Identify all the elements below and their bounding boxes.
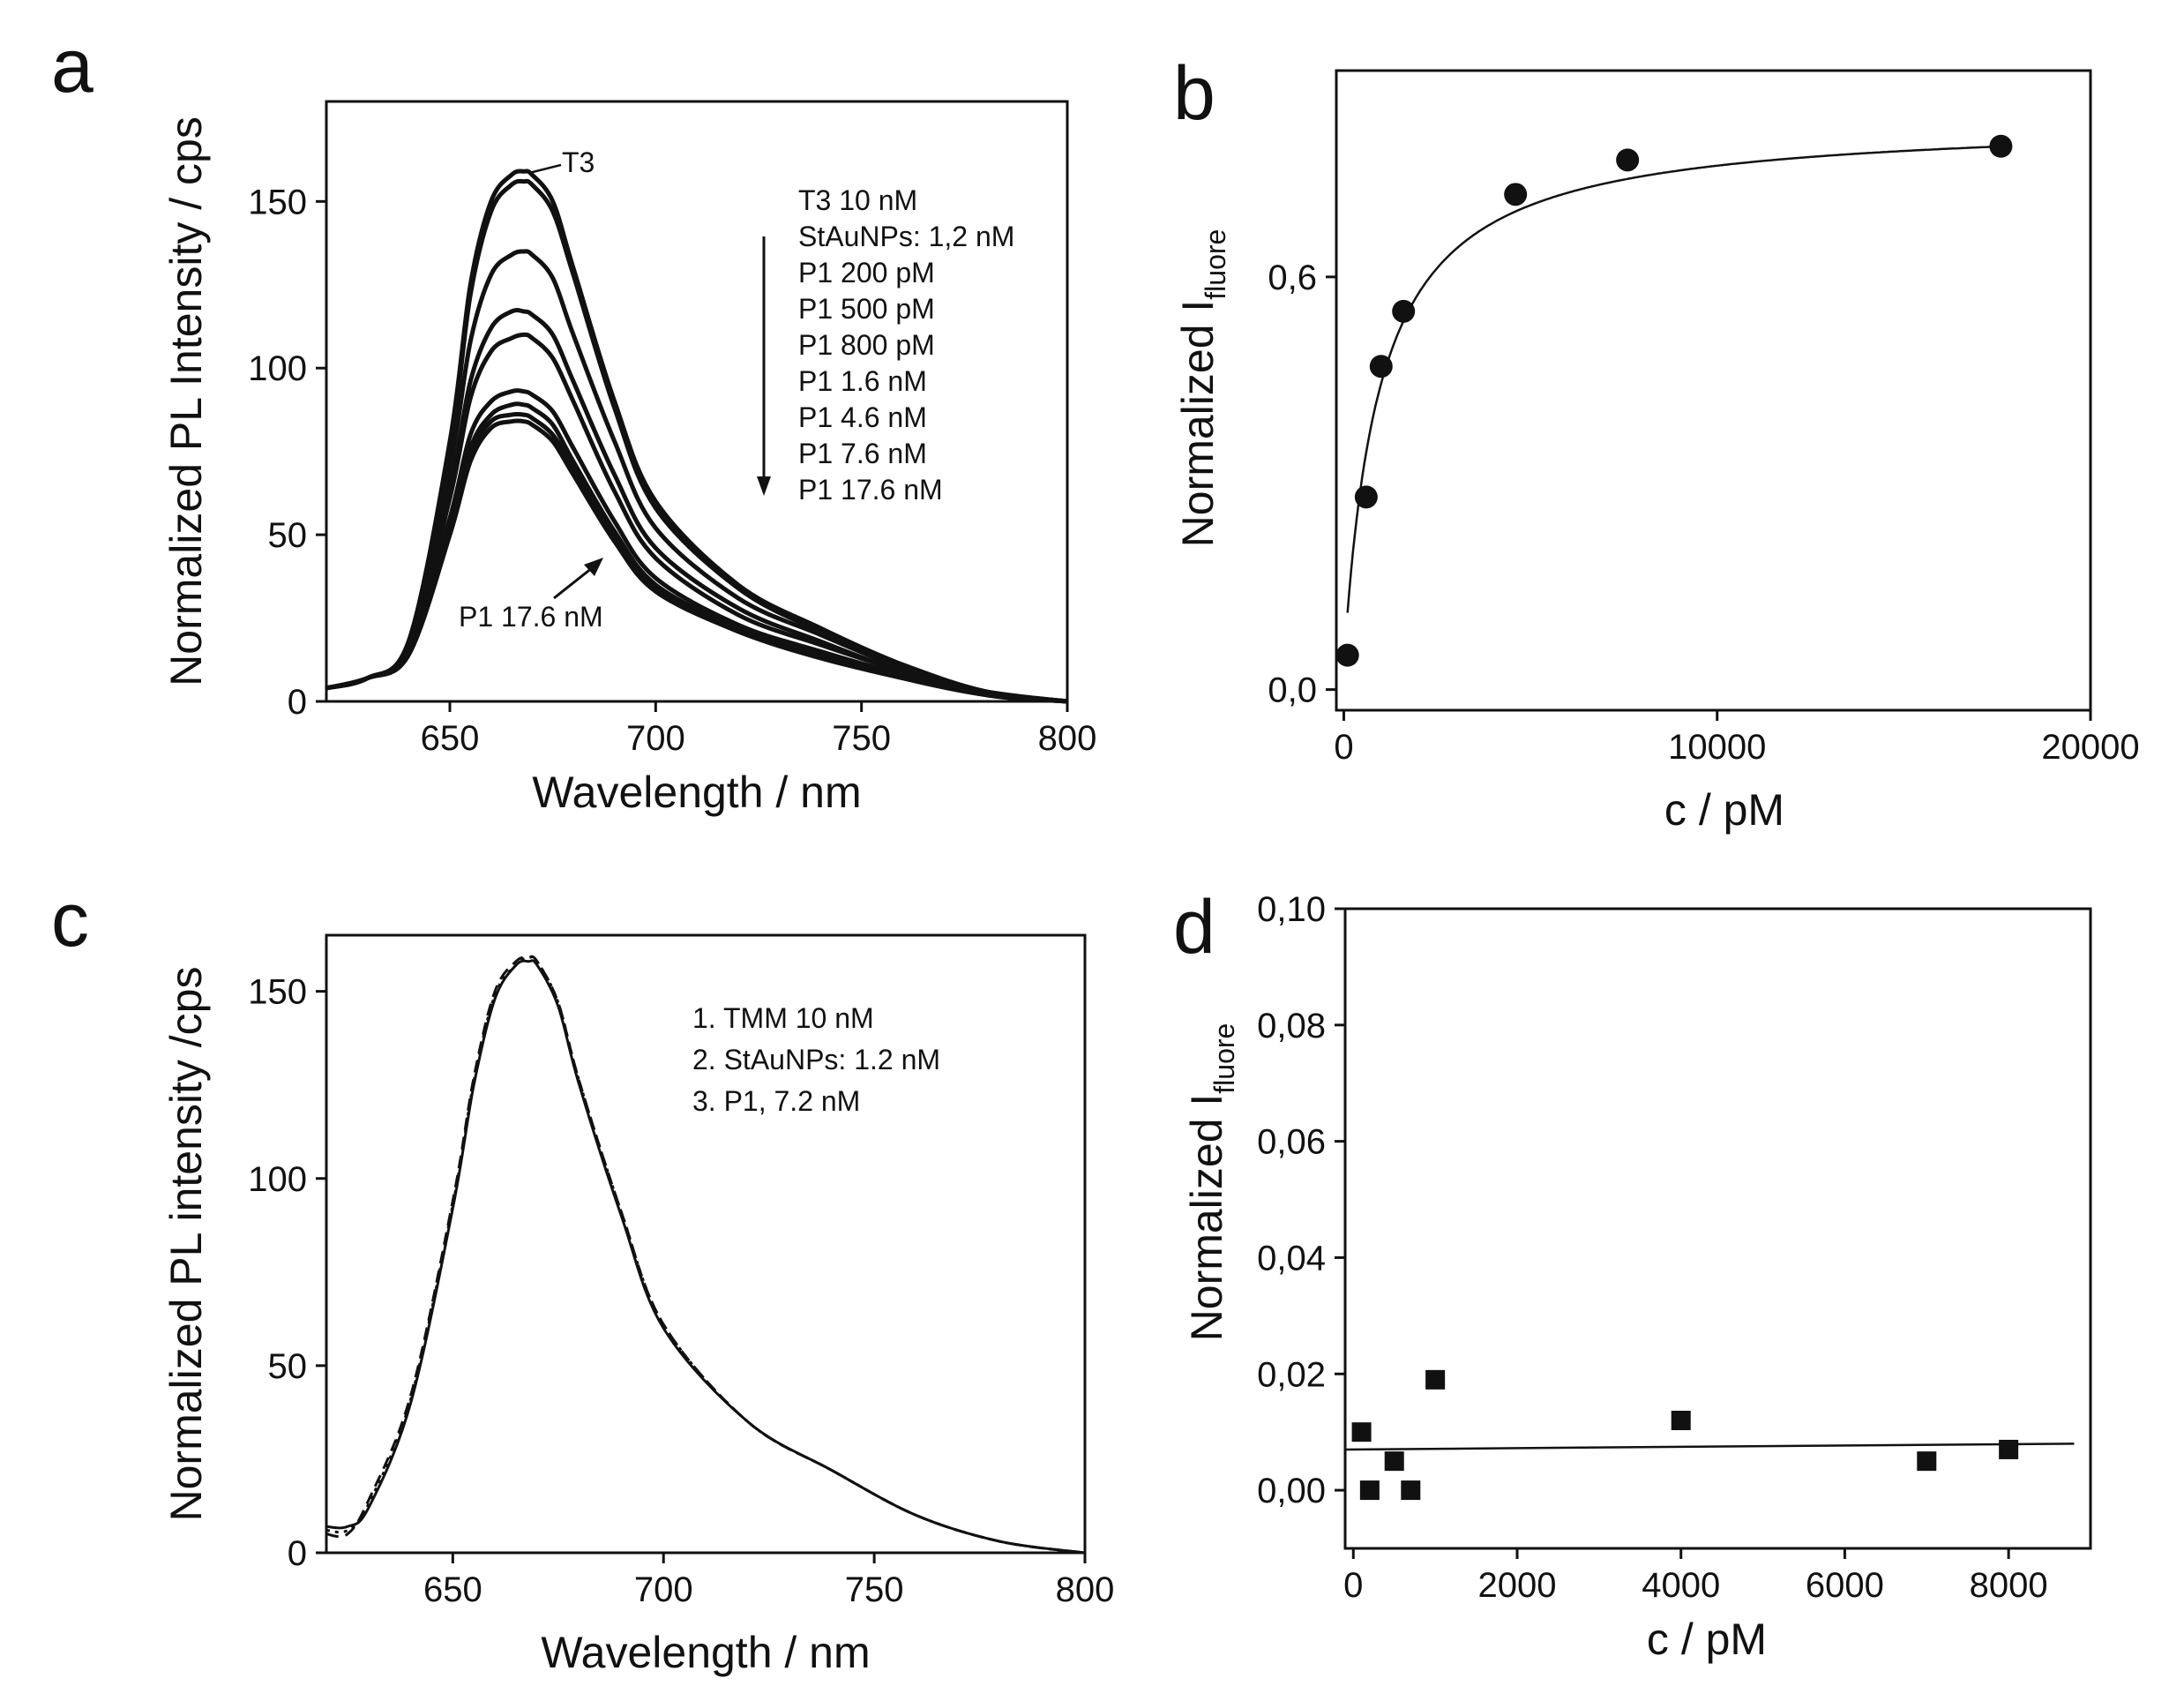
panel-d-xlabel: c / pM [1647, 1615, 1767, 1664]
panel-c-ylabel: Normalized PL intensity /cps [161, 967, 211, 1522]
panel-c-ytick-label: 100 [248, 1160, 307, 1199]
panel-c-letter: c [51, 878, 89, 963]
panel-d-xtick-label: 8000 [1970, 1566, 2048, 1605]
panel-b-fit-curve [1346, 145, 2001, 613]
panel-a-legend-entry: P1 17.6 nM [798, 474, 943, 506]
panel-a-ytick-label: 150 [248, 183, 307, 221]
panel-a-xtick-label: 650 [421, 719, 480, 758]
panel-d-ylabel-sub: fluore [1208, 1023, 1240, 1094]
panel-d-ytick-label: 0,08 [1257, 1007, 1326, 1045]
panel-c-xtick-label: 750 [845, 1570, 904, 1609]
panel-b-xlabel: c / pM [1664, 785, 1784, 835]
panel-c-legend-entry: 1. TMM 10 nM [692, 1002, 874, 1034]
panel-b: b 0 10000 20000 0,0 0,6 c / pM Normalized If… [1173, 51, 2140, 835]
panel-a-ytick-label: 50 [268, 516, 308, 555]
panel-b-ylabel-sub: fluore [1200, 229, 1231, 300]
panel-d-data-point [1671, 1411, 1691, 1430]
panel-d-ylabel: Normalized Ifluore [1182, 1023, 1240, 1342]
panel-c-xlabel: Wavelength / nm [541, 1628, 870, 1677]
panel-a-legend-arrowhead [757, 476, 771, 496]
panel-b-plot-frame [1335, 69, 2092, 712]
panel-a-ytick-label: 100 [248, 349, 307, 388]
panel-d-fit-line [1344, 1442, 2075, 1451]
panel-a-legend-entry: P1 7.6 nM [798, 438, 927, 469]
panel-d: d 0 2000 4000 6000 8000 0,00 0,02 0,04 0,06 0,08 0… [1173, 885, 2092, 1664]
panel-b-xtick-label: 20000 [2041, 728, 2139, 767]
panel-a-legend-entry: P1 1.6 nM [798, 365, 927, 397]
panel-a-plot-frame [325, 100, 1069, 703]
panel-b-ytick-label: 0,6 [1268, 259, 1317, 297]
panel-a-legend-entry: StAuNPs: 1,2 nM [798, 221, 1014, 252]
panel-c-legend-entry: 2. StAuNPs: 1.2 nM [692, 1044, 940, 1075]
panel-a-xtick-label: 700 [626, 719, 685, 758]
panel-a-legend-entry: P1 500 pM [798, 293, 935, 325]
panel-c-ytick-label: 50 [268, 1347, 308, 1386]
panel-d-xtick-label: 6000 [1806, 1566, 1884, 1605]
panel-b-ylabel: Normalized Ifluore [1173, 229, 1231, 548]
panel-b-data-point [1354, 485, 1378, 509]
panel-b-xtick-label: 10000 [1668, 728, 1766, 767]
panel-a-letter: a [51, 24, 93, 109]
panel-a-xlabel: Wavelength / nm [532, 768, 861, 817]
panel-c-plot-frame [325, 933, 1087, 1555]
panel-a-series-line-2 [325, 178, 1068, 704]
panel-b-data-point [1616, 148, 1640, 172]
panel-d-plot-frame [1343, 907, 2092, 1550]
panel-c-ytick-label: 0 [288, 1534, 307, 1573]
panel-b-data-point [1504, 183, 1528, 206]
panel-b-ylabel-main: Normalized I [1173, 300, 1223, 548]
panel-b-ytick-label: 0,0 [1268, 671, 1317, 710]
panel-d-ytick-label: 0,06 [1257, 1123, 1326, 1162]
panel-d-data-point [1384, 1451, 1404, 1472]
panel-d-data-point [1999, 1439, 2019, 1459]
panel-d-data-point [1359, 1480, 1380, 1501]
panel-d-letter: d [1173, 885, 1215, 970]
panel-a-legend-entry: P1 800 pM [798, 329, 935, 361]
panel-c-series-line-2 [325, 955, 1086, 1555]
panel-c-legend-entry: 3. P1, 7.2 nM [692, 1085, 860, 1117]
panel-a-series-line-3 [325, 249, 1068, 704]
panel-a-legend-entry: P1 200 pM [798, 257, 935, 288]
panel-c-legend: 1. TMM 10 nM 2. StAuNPs: 1.2 nM 3. P1, 7… [692, 1002, 940, 1117]
panel-b-xtick-label: 0 [1334, 728, 1353, 767]
panel-d-data-point [1401, 1480, 1421, 1501]
panel-d-data-point [1425, 1369, 1446, 1390]
panel-c-ytick-label: 150 [248, 973, 307, 1012]
panel-a-annotation-p1: P1 17.6 nM [459, 601, 603, 633]
panel-d-ytick-label: 0,00 [1257, 1472, 1326, 1510]
panel-a-annotation-p1-arrowhead [584, 558, 603, 576]
panel-a-series-line-9 [325, 418, 1068, 704]
panel-a-series-line-5 [325, 332, 1068, 704]
panel-b-letter: b [1173, 51, 1215, 136]
panel-d-xtick-label: 4000 [1642, 1566, 1720, 1605]
panel-a-xtick-label: 800 [1038, 719, 1097, 758]
panel-c-xtick-label: 650 [423, 1570, 482, 1609]
panel-c-xtick-label: 700 [634, 1570, 693, 1609]
panel-d-ylabel-main: Normalized I [1182, 1094, 1231, 1342]
panel-c-xtick-label: 800 [1056, 1570, 1115, 1609]
panel-a-ytick-label: 0 [288, 683, 307, 722]
panel-a-annotation-t3: T3 [562, 146, 595, 178]
panel-a-series-line-6 [325, 388, 1068, 704]
panel-b-data-point [1989, 134, 2013, 158]
panel-a-ylabel: Normalized PL Intensity / cps [161, 116, 211, 686]
panel-d-xtick-label: 2000 [1478, 1566, 1557, 1605]
panel-b-data-point [1392, 299, 1416, 323]
panel-d-xtick-label: 0 [1343, 1566, 1363, 1605]
panel-d-ytick-label: 0,10 [1257, 890, 1326, 929]
panel-a-annotation-t3-pointer [528, 163, 562, 175]
panel-a-legend-entry: T3 10 nM [798, 184, 917, 216]
panel-a-legend: T3 10 nM StAuNPs: 1,2 nM P1 200 pM P1 50… [757, 184, 1014, 506]
panel-b-data-point [1369, 355, 1393, 378]
panel-d-data-point [1351, 1422, 1372, 1442]
panel-d-data-point [1917, 1451, 1937, 1472]
panel-a-legend-entry: P1 4.6 nM [798, 401, 927, 433]
panel-b-data-point [1335, 643, 1359, 667]
panel-d-ytick-label: 0,02 [1257, 1355, 1326, 1394]
panel-d-ytick-label: 0,04 [1257, 1239, 1326, 1278]
panel-a-xtick-label: 750 [832, 719, 891, 758]
